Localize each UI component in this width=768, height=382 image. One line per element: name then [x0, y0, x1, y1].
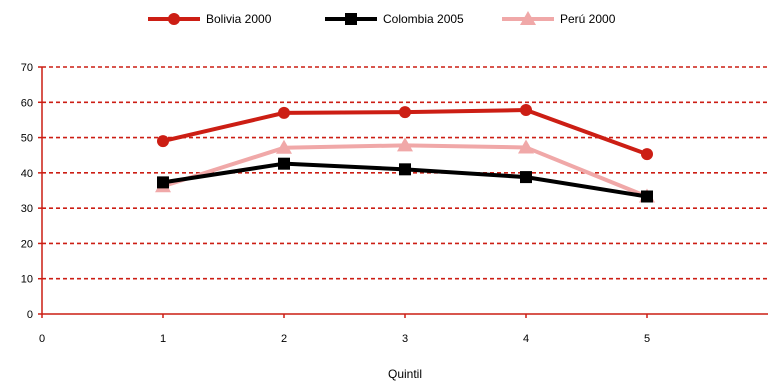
legend-label-per-2000: Perú 2000	[560, 12, 616, 26]
x-tick-label-3: 3	[402, 333, 408, 345]
data-point-colombia-2005-1	[157, 176, 169, 189]
legend-swatch-marker-bolivia-2000	[168, 13, 180, 25]
axes: 0 10 20 30 40 50 60 70 0 1 2 3 4 5	[21, 62, 768, 345]
data-point-bolivia-2000-1	[157, 135, 169, 148]
data-point-bolivia-2000-4	[520, 104, 532, 117]
data-point-per-2000-4	[518, 139, 534, 154]
x-tick-label-4: 4	[523, 333, 529, 345]
legend-swatch-marker-colombia-2005	[345, 13, 357, 25]
data-point-colombia-2005-2	[278, 157, 290, 170]
y-tick-label-40: 40	[21, 168, 33, 180]
series-bolivia-2000	[157, 104, 653, 161]
data-point-bolivia-2000-5	[641, 148, 653, 161]
data-point-colombia-2005-3	[399, 163, 411, 176]
x-axis-title: Quintil	[388, 367, 422, 381]
y-tick-label-50: 50	[21, 133, 33, 145]
legend-item-colombia-2005: Colombia 2005	[325, 12, 464, 26]
data-point-per-2000-3	[397, 137, 413, 152]
x-tick-label-5: 5	[644, 333, 650, 345]
legend-item-bolivia-2000: Bolivia 2000	[148, 12, 272, 26]
series-layer	[155, 104, 655, 203]
x-tick-label-2: 2	[281, 333, 287, 345]
legend-item-per-2000: Perú 2000	[502, 11, 616, 26]
y-tick-label-70: 70	[21, 62, 33, 74]
series-colombia-2005	[157, 157, 653, 203]
gridlines	[42, 66, 768, 280]
y-tick-label-30: 30	[21, 203, 33, 215]
legend: Bolivia 2000 Colombia 2005 Perú 2000	[148, 11, 616, 26]
x-tick-label-0: 0	[39, 333, 45, 345]
legend-label-bolivia-2000: Bolivia 2000	[206, 12, 272, 26]
legend-label-colombia-2005: Colombia 2005	[383, 12, 464, 26]
y-tick-label-60: 60	[21, 97, 33, 109]
y-tick-label-10: 10	[21, 274, 33, 286]
data-point-bolivia-2000-2	[278, 106, 290, 119]
y-tick-label-20: 20	[21, 238, 33, 250]
data-point-colombia-2005-5	[641, 190, 653, 203]
data-point-colombia-2005-4	[520, 171, 532, 184]
data-point-bolivia-2000-3	[399, 106, 411, 119]
x-tick-label-1: 1	[160, 333, 166, 345]
legend-swatch-marker-per-2000	[520, 11, 536, 25]
y-tick-label-0: 0	[27, 309, 33, 321]
data-point-per-2000-2	[276, 139, 292, 154]
